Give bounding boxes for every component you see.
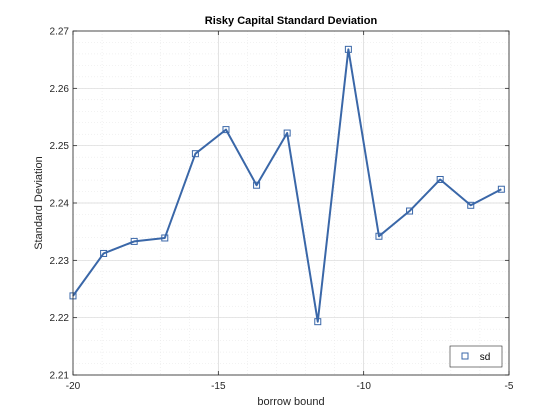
x-tick-label: -10	[356, 381, 371, 392]
y-tick-label: 2.21	[50, 371, 70, 382]
x-tick-label: -20	[66, 381, 81, 392]
data-point	[406, 207, 414, 215]
legend-box	[449, 345, 503, 368]
y-tick-label: 2.23	[50, 256, 70, 267]
tick-labels: -20 -15 -10 -5 2.21 2.22 2.23 2.24 2.25 2.26 2.27	[50, 27, 514, 393]
data-point	[497, 185, 505, 193]
data-point	[283, 129, 291, 137]
legend: sd	[449, 345, 503, 368]
y-tick-label: 2.27	[50, 27, 70, 38]
legend-entry-sd: sd	[480, 352, 491, 363]
data-point	[130, 237, 138, 245]
x-tick-label: -15	[211, 381, 226, 392]
y-tick-label: 2.25	[50, 141, 70, 152]
legend-marker-icon	[461, 352, 469, 360]
data-point	[191, 150, 199, 158]
y-tick-label: 2.24	[50, 199, 70, 210]
y-tick-label: 2.26	[50, 84, 70, 95]
data-point	[222, 126, 230, 134]
data-point	[314, 318, 322, 326]
data-point	[100, 249, 108, 257]
x-tick-label: -5	[505, 381, 514, 392]
y-axis-label: Standard Deviation	[33, 156, 45, 250]
data-point	[467, 201, 475, 209]
data-point	[436, 175, 444, 183]
ticks	[72, 30, 510, 376]
chart-title: Risky Capital Standard Deviation	[205, 15, 378, 27]
series-line-sd	[72, 48, 502, 323]
data-point	[375, 232, 383, 240]
x-axis-label: borrow bound	[257, 396, 324, 408]
data-point	[253, 181, 261, 189]
y-tick-label: 2.22	[50, 313, 70, 324]
data-point	[344, 45, 352, 53]
data-point	[161, 234, 169, 242]
